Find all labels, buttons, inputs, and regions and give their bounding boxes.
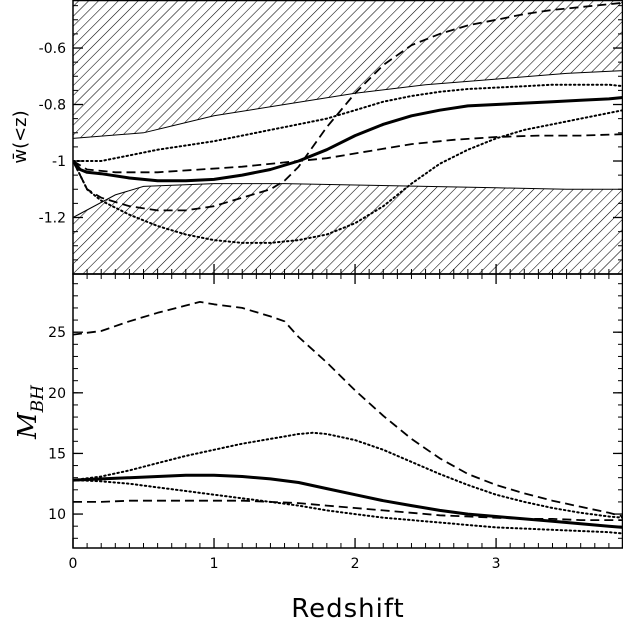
top-series-solid-thick — [73, 96, 623, 183]
top-y-tick-label: -1.2 — [39, 211, 66, 227]
top-y-tick-label: -0.8 — [39, 98, 66, 114]
bottom-series-dashed-low — [73, 499, 623, 521]
top-series-dotted-dip — [73, 109, 623, 244]
band-upper-excluded — [73, 0, 623, 139]
axes: -1.2 -1 -0.8 -0.6 10 15 20 25 0 1 2 3 — [39, 0, 623, 572]
top-panel-ylabel: w̄(<z) — [10, 110, 31, 163]
top-panel-shaded-bands — [73, 0, 623, 274]
bottom-panel-series — [73, 301, 623, 535]
x-tick-label: 3 — [492, 556, 501, 572]
bottom-panel-ylabel-main: M — [13, 411, 43, 440]
band-lower-excluded — [73, 183, 623, 274]
bottom-series-dotted-mid — [73, 431, 623, 519]
bottom-y-tick-label: 15 — [48, 446, 66, 462]
top-y-tick-label: -0.6 — [39, 41, 66, 57]
x-tick-label: 2 — [351, 556, 360, 572]
x-tick-label: 0 — [69, 556, 78, 572]
bottom-y-tick-label: 25 — [48, 325, 66, 341]
bottom-series-dotted-low — [73, 479, 623, 535]
bottom-series-solid-thick — [73, 473, 623, 529]
x-axis-label: Redshift — [291, 594, 405, 620]
top-series-dashed-steep — [73, 1, 623, 212]
bottom-y-tick-label: 20 — [48, 386, 66, 402]
bottom-y-tick-label: 10 — [48, 507, 66, 523]
top-series-dashed-flat — [73, 133, 623, 174]
top-y-tick-label: -1 — [52, 154, 66, 170]
top-series-dotted-upper — [73, 83, 623, 162]
x-tick-label: 1 — [210, 556, 219, 572]
bottom-panel-ylabel-subscript: BH — [28, 384, 48, 413]
top-panel-series — [73, 1, 623, 244]
bottom-panel-ylabel: MBH — [13, 384, 48, 440]
bottom-series-dashed-top — [73, 301, 623, 518]
